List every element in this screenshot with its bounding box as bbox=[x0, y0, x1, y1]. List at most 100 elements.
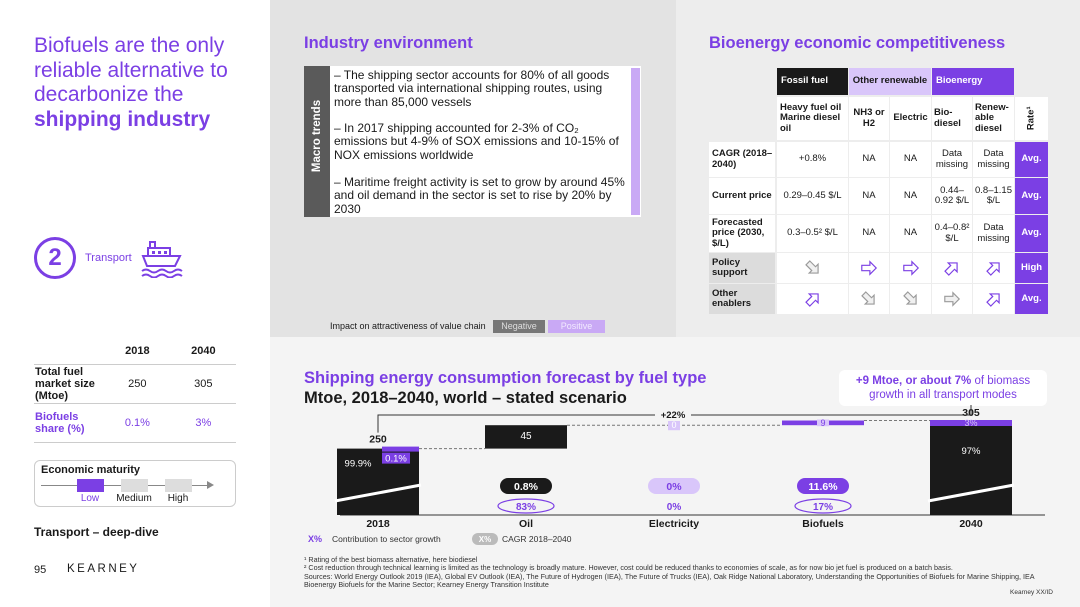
arrow-up-right-icon bbox=[932, 253, 972, 283]
axis-break-2040 bbox=[927, 483, 1015, 503]
comp-cell: NA bbox=[890, 178, 931, 214]
value-electricity: 0 bbox=[671, 420, 676, 430]
comp-row-label: Policy support bbox=[709, 253, 775, 283]
maturity-high-label: High bbox=[167, 493, 189, 504]
comp-cell: 0.8–1.15 $/L bbox=[973, 178, 1014, 214]
contribution-electricity: 0% bbox=[667, 502, 682, 513]
market-header-2040: 2040 bbox=[170, 338, 236, 365]
arrow-up-right-icon bbox=[777, 284, 848, 314]
biomass-callout: +9 Mtoe, or about 7% of biomass growth i… bbox=[839, 370, 1047, 406]
transport-label: Transport bbox=[85, 252, 132, 264]
arrow-right-icon bbox=[890, 253, 931, 283]
ship-icon bbox=[141, 241, 183, 278]
legend-x-mark: X% bbox=[308, 534, 322, 544]
market-share-2040: 3% bbox=[170, 403, 236, 443]
footnotes: ¹ Rating of the best biomass alternative… bbox=[304, 555, 1044, 589]
cagr-electricity-pill bbox=[648, 478, 700, 494]
arrow-down-right-icon bbox=[777, 253, 848, 283]
callout-strong: +9 Mtoe, or about 7% bbox=[855, 375, 972, 387]
impact-legend-label: Impact on attractiveness of value chain bbox=[330, 321, 486, 331]
cagr-oil-pill bbox=[500, 478, 552, 494]
cagr-electricity: 0% bbox=[666, 481, 682, 493]
section-number: 2 bbox=[34, 237, 76, 279]
col-rate-label: Rate¹ bbox=[1025, 106, 1037, 131]
comp-cell: NA bbox=[890, 142, 931, 177]
growth-label: +22% bbox=[661, 410, 686, 421]
footnote-1: ¹ Rating of the best biomass alternative… bbox=[304, 555, 478, 564]
bar-2040-biofuel-share bbox=[930, 420, 1012, 426]
axis-break-2018 bbox=[334, 483, 422, 503]
comp-cell: 0.3–0.5² $/L bbox=[777, 215, 848, 252]
deep-dive-label: Transport – deep-dive bbox=[34, 525, 159, 539]
bar-oil bbox=[485, 425, 567, 449]
market-share-2018: 0.1% bbox=[104, 403, 171, 443]
market-header-2018: 2018 bbox=[104, 338, 171, 365]
market-total-2040: 305 bbox=[170, 364, 236, 404]
category-label: 2040 bbox=[959, 518, 983, 530]
col-heavy-fuel-oil: Heavy fuel oil Marine diesel oil bbox=[777, 97, 848, 140]
comp-cell: 0.29–0.45 $/L bbox=[777, 178, 848, 214]
share-2018-bio-badge bbox=[382, 452, 410, 464]
footnote-2: ² Cost reduction through technical learn… bbox=[304, 563, 953, 573]
bar-biofuels-label-bg bbox=[817, 419, 829, 427]
comp-cell: NA bbox=[849, 215, 889, 252]
comp-rate-badge: Avg. bbox=[1015, 142, 1048, 177]
comp-cell: +0.8% bbox=[777, 142, 848, 177]
market-table: 2018 2040 Total fuel market size (Mtoe) … bbox=[34, 338, 236, 443]
cagr-biofuels: 11.6% bbox=[808, 481, 838, 493]
macro-trends-text: Macro trends bbox=[311, 99, 323, 173]
macro-bullet: – The shipping sector accounts for 80% o… bbox=[334, 68, 610, 109]
market-row-share: Biofuels share (%) 0.1% 3% bbox=[34, 403, 236, 443]
value-biofuels: 9 bbox=[820, 418, 825, 428]
col-nh3-h2: NH3 or H2 bbox=[849, 97, 889, 140]
callout-rest: of biomass growth in all transport modes bbox=[869, 375, 1031, 401]
macro-trends-label: Macro trends bbox=[304, 66, 330, 217]
share-2018-fossil: 99.9% bbox=[345, 459, 372, 470]
bar-2018-biofuel-share bbox=[382, 446, 419, 452]
arrow-down-right-icon bbox=[890, 284, 931, 314]
slide-title: Biofuels are the only reliable alternati… bbox=[34, 34, 264, 132]
bar-electricity bbox=[668, 420, 680, 431]
share-2040-fossil: 97% bbox=[961, 446, 981, 457]
comp-cell: NA bbox=[849, 178, 889, 214]
forecast-subtitle: Mtoe, 2018–2040, world – stated scenario bbox=[304, 389, 627, 407]
cagr-biofuels-pill bbox=[797, 478, 849, 494]
maturity-medium-box bbox=[121, 479, 148, 492]
col-biodiesel: Bio-diesel bbox=[932, 97, 972, 140]
legend-cagr: CAGR 2018–2040 bbox=[502, 534, 572, 544]
industry-title: Industry environment bbox=[304, 34, 473, 52]
competitiveness-title: Bioenergy economic competitiveness bbox=[709, 34, 1006, 52]
contribution-ring bbox=[497, 498, 555, 514]
comp-row-label: Current price bbox=[709, 178, 775, 214]
comp-rate-badge: Avg. bbox=[1015, 284, 1048, 314]
title-bold: shipping industry bbox=[34, 107, 211, 131]
comp-cell: Data missing bbox=[932, 142, 972, 177]
macro-bullet: – Maritime freight activity is set to gr… bbox=[334, 175, 625, 216]
maturity-low-label: Low bbox=[80, 493, 100, 504]
comp-cell: Data missing bbox=[973, 142, 1014, 177]
economic-maturity: Economic maturity Low Medium High bbox=[34, 460, 236, 507]
category-label: Electricity bbox=[649, 518, 699, 530]
category-label: Oil bbox=[519, 518, 533, 530]
maturity-low-box bbox=[77, 479, 104, 492]
maturity-arrow-icon bbox=[207, 481, 214, 489]
footnote-sources: Sources: World Energy Outlook 2019 (IEA)… bbox=[304, 571, 1035, 589]
group-bioenergy: Bioenergy bbox=[932, 68, 1014, 95]
legend-cagr-pill bbox=[472, 533, 498, 545]
col-electric: Electric bbox=[890, 97, 931, 140]
growth-arrow-icon bbox=[970, 405, 972, 406]
comp-row-label: Forecasted price (2030, $/L) bbox=[709, 215, 775, 252]
comp-rate-badge: High bbox=[1015, 253, 1048, 283]
group-fossil-fuel: Fossil fuel bbox=[777, 68, 848, 95]
comp-cell: NA bbox=[849, 142, 889, 177]
legend-contribution: Contribution to sector growth bbox=[332, 534, 441, 544]
col-renewable-diesel: Renew-able diesel bbox=[973, 97, 1014, 140]
comp-cell: 0.4–0.8² $/L bbox=[932, 215, 972, 252]
maturity-high-box bbox=[165, 479, 192, 492]
comp-row-label: Other enablers bbox=[709, 284, 775, 314]
comp-rate-badge: Avg. bbox=[1015, 215, 1048, 252]
arrow-right-icon bbox=[932, 284, 972, 314]
comp-row-label: CAGR (2018–2040) bbox=[709, 142, 775, 177]
impact-positive-bar bbox=[631, 68, 640, 215]
contribution-biofuels: 17% bbox=[813, 502, 833, 513]
